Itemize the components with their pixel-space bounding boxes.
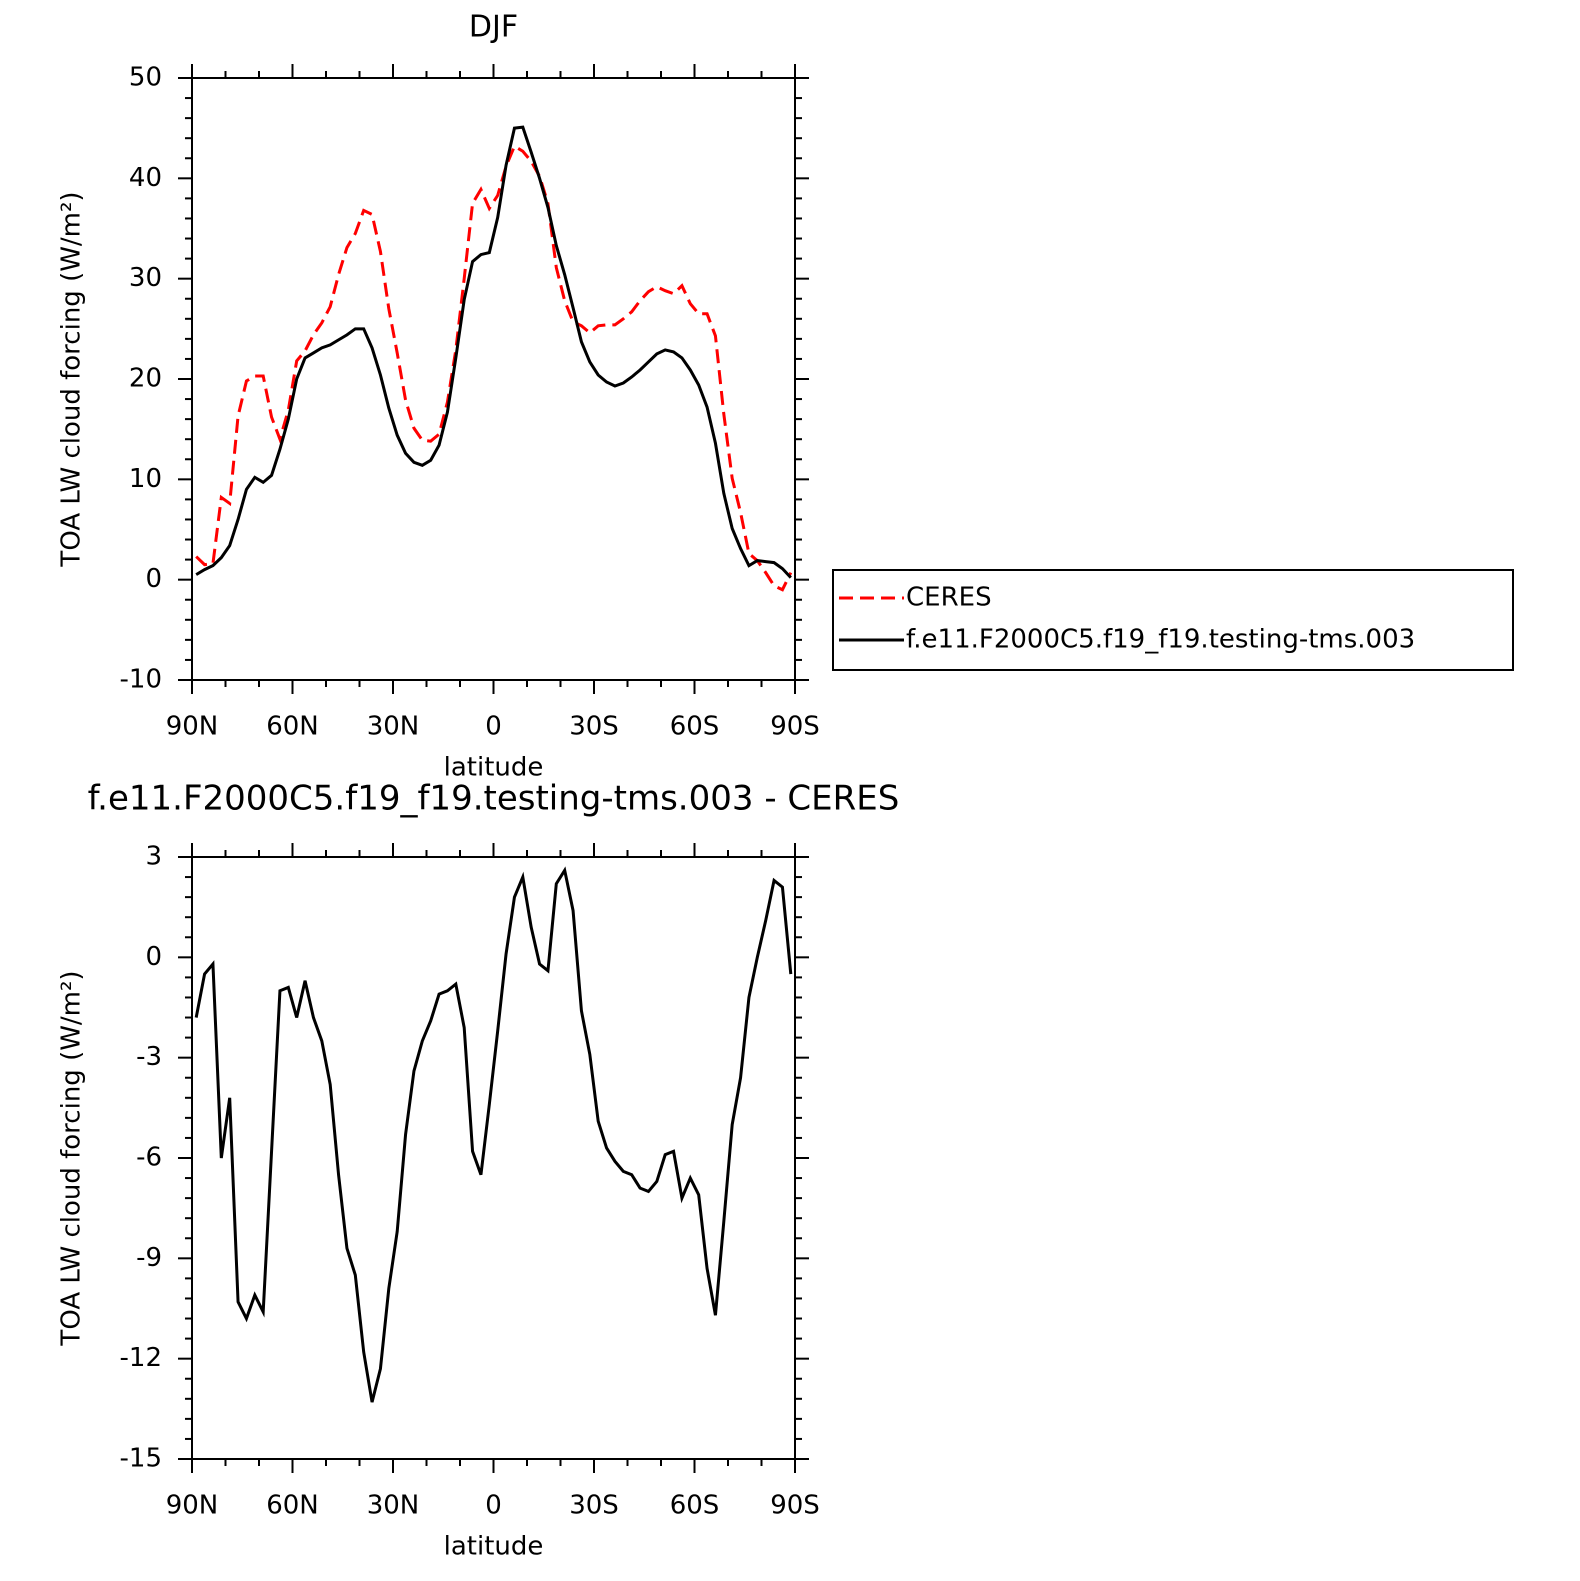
plot-frame xyxy=(191,856,796,1460)
y-tick-label: 0 xyxy=(145,942,162,972)
data-line xyxy=(195,125,792,579)
y-tick-label: 0 xyxy=(145,564,162,594)
data-line xyxy=(194,866,793,1403)
legend-box xyxy=(832,569,1514,671)
x-axis-label: latitude xyxy=(444,1532,544,1562)
x-tick-label: 30N xyxy=(367,1491,420,1521)
y-axis-label: TOA LW cloud forcing (W/m²) xyxy=(57,191,87,567)
x-tick-label: 90N xyxy=(166,1491,219,1521)
legend: CERES f.e11.F2000C5.f19_f19.testing-tms.0… xyxy=(832,569,1514,671)
x-tick-label: 30N xyxy=(367,712,420,742)
y-tick-label: -3 xyxy=(136,1042,162,1072)
chart-title: DJF xyxy=(469,10,518,45)
y-tick-label: -15 xyxy=(120,1444,162,1474)
x-tick-label: 60S xyxy=(670,712,720,742)
y-tick-label: 50 xyxy=(129,63,162,93)
x-tick-label: 30S xyxy=(569,712,619,742)
y-tick-label: -6 xyxy=(136,1143,162,1173)
x-tick-label: 60N xyxy=(266,1491,319,1521)
y-tick-label: 40 xyxy=(129,163,162,193)
x-tick-label: 90S xyxy=(770,712,820,742)
x-tick-label: 60N xyxy=(266,712,319,742)
x-tick-label: 0 xyxy=(485,712,502,742)
x-tick-label: 30S xyxy=(569,1491,619,1521)
y-tick-label: 30 xyxy=(129,263,162,293)
y-tick-label: 20 xyxy=(129,364,162,394)
y-tick-label: -12 xyxy=(120,1343,162,1373)
y-tick-label: 3 xyxy=(145,842,162,872)
legend-label: CERES xyxy=(906,583,992,613)
x-tick-label: 90S xyxy=(770,1491,820,1521)
plot-frame xyxy=(191,77,796,681)
y-axis-label: TOA LW cloud forcing (W/m²) xyxy=(57,970,87,1346)
y-tick-label: 10 xyxy=(129,464,162,494)
y-tick-label: -10 xyxy=(120,665,162,695)
x-tick-label: 90N xyxy=(166,712,219,742)
x-tick-label: 60S xyxy=(670,1491,720,1521)
data-line xyxy=(195,144,793,592)
x-tick-label: 0 xyxy=(485,1491,502,1521)
y-tick-label: -9 xyxy=(136,1243,162,1273)
x-axis-label: latitude xyxy=(444,753,544,783)
legend-label: f.e11.F2000C5.f19_f19.testing-tms.003 xyxy=(906,625,1415,655)
chart-title: f.e11.F2000C5.f19_f19.testing-tms.003 - … xyxy=(88,779,900,819)
